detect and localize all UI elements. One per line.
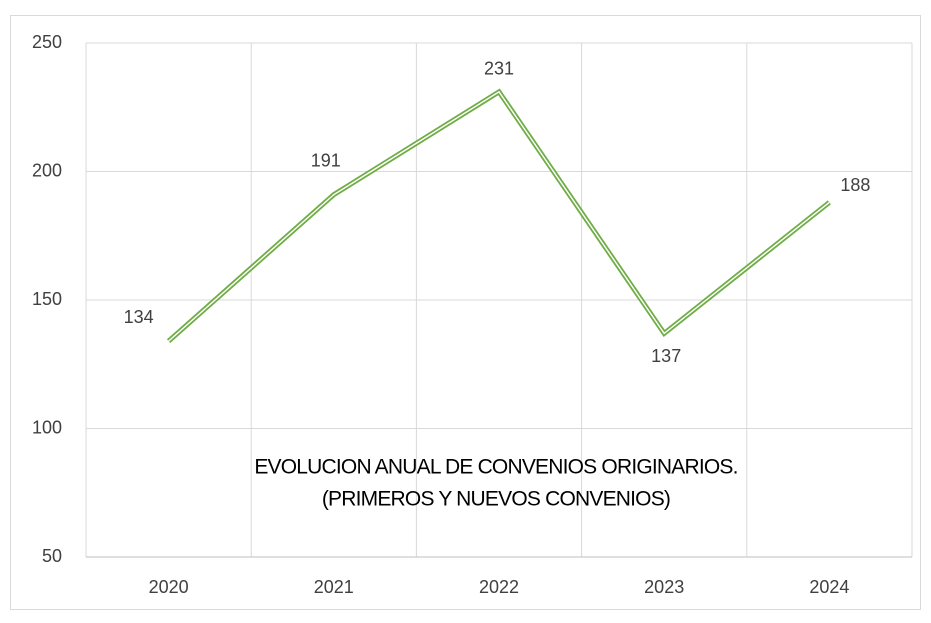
- y-tick-label: 50: [42, 546, 62, 566]
- x-tick-label: 2023: [644, 577, 684, 597]
- series-line-inner: [168, 90, 830, 342]
- data-label: 191: [311, 150, 341, 170]
- y-tick-label: 250: [32, 32, 62, 52]
- x-tick-label: 2021: [314, 577, 354, 597]
- x-tick-label: 2024: [809, 577, 849, 597]
- data-label: 134: [124, 307, 154, 327]
- chart-title: (PRIMEROS Y NUEVOS CONVENIOS): [322, 488, 670, 511]
- y-tick-label: 200: [32, 160, 62, 180]
- data-label: 137: [651, 346, 681, 366]
- y-tick-label: 100: [32, 417, 62, 437]
- chart-title: EVOLUCION ANUAL DE CONVENIOS ORIGINARIOS…: [254, 456, 737, 479]
- data-label: 231: [484, 59, 514, 79]
- x-tick-label: 2022: [479, 577, 519, 597]
- data-label: 188: [840, 175, 870, 195]
- y-tick-label: 150: [32, 289, 62, 309]
- x-tick-label: 2020: [149, 577, 189, 597]
